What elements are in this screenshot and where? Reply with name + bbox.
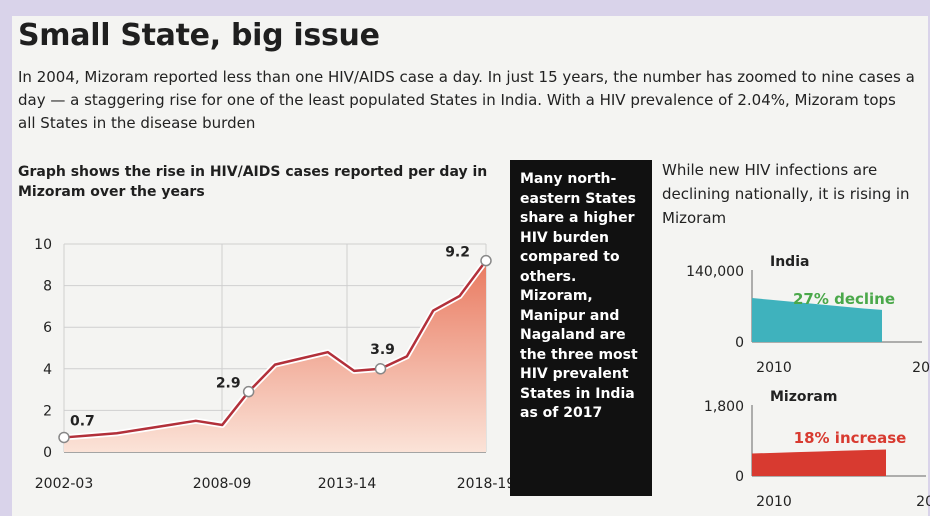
y-tick-label: 2: [43, 403, 52, 419]
data-point-marker: [480, 254, 492, 267]
page-title: Small State, big issue: [18, 18, 380, 53]
chart-panel-title: Mizoram: [770, 389, 837, 405]
x-tick-label: 2017: [916, 494, 930, 510]
data-label: 0.7: [70, 413, 95, 429]
x-tick-label: 2010: [756, 494, 792, 510]
right-panel-title: While new HIV infections are declining n…: [662, 161, 910, 227]
x-tick-label: 2018-19: [457, 476, 516, 492]
graph-title: Graph shows the rise in HIV/AIDS cases r…: [18, 164, 488, 200]
x-tick-label: 2017: [912, 360, 930, 376]
x-tick-label: 2010: [756, 360, 792, 376]
y-tick-label: 0: [735, 335, 744, 351]
y-tick-label: 4: [43, 362, 52, 378]
y-tick-label: 10: [34, 237, 52, 253]
area-fill: [752, 449, 886, 476]
y-tick-label: 0: [43, 445, 52, 461]
y-tick-label: 0: [735, 469, 744, 485]
chart-panel-title: India: [770, 254, 809, 270]
data-point-marker: [374, 363, 387, 375]
sidebar-note: Many north-eastern States share a higher…: [510, 160, 652, 496]
x-tick-label: 2008-09: [193, 476, 252, 492]
data-point-marker: [242, 385, 255, 398]
y-tick-label: 8: [43, 279, 52, 295]
y-tick-label: 1,800: [704, 399, 744, 415]
x-tick-label: 2013-14: [318, 476, 377, 492]
data-label: 3.9: [370, 342, 395, 358]
data-label: 2.9: [216, 376, 241, 392]
area-fill: [64, 260, 486, 452]
change-annotation: 18% increase: [794, 429, 907, 447]
area-fill: [752, 298, 882, 342]
data-point-marker: [58, 431, 70, 444]
y-tick-label: 140,000: [686, 264, 744, 280]
series-line: [63, 259, 488, 439]
intro-text: In 2004, Mizoram reported less than one …: [18, 68, 915, 132]
y-tick-label: 6: [43, 320, 52, 336]
data-label: 9.2: [445, 245, 470, 261]
change-annotation: 27% decline: [793, 290, 895, 308]
x-tick-label: 2002-03: [35, 476, 94, 492]
